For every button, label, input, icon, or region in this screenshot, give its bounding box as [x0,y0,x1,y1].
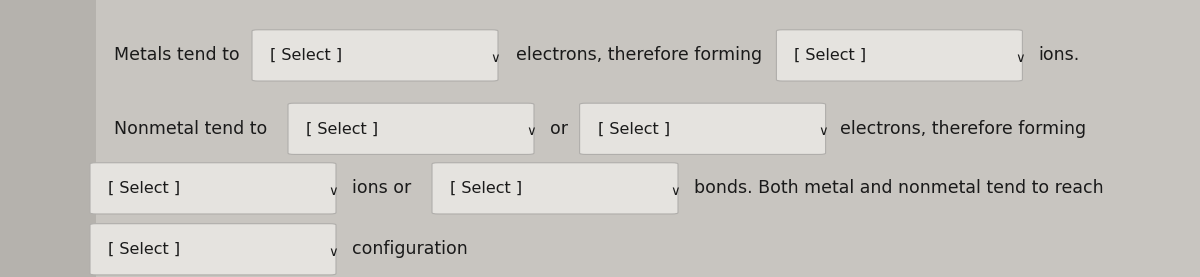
FancyBboxPatch shape [432,163,678,214]
Text: [ Select ]: [ Select ] [450,181,522,196]
Text: Nonmetal tend to: Nonmetal tend to [114,120,268,138]
FancyBboxPatch shape [580,103,826,154]
Text: configuration: configuration [352,240,467,258]
Text: [ Select ]: [ Select ] [794,48,866,63]
FancyBboxPatch shape [90,224,336,275]
Text: [ Select ]: [ Select ] [270,48,342,63]
Text: ∨: ∨ [671,185,680,198]
Text: Metals tend to: Metals tend to [114,47,240,64]
Text: ∨: ∨ [491,52,500,65]
Text: [ Select ]: [ Select ] [598,121,670,136]
FancyBboxPatch shape [288,103,534,154]
Text: electrons, therefore forming: electrons, therefore forming [516,47,762,64]
Text: electrons, therefore forming: electrons, therefore forming [840,120,1086,138]
FancyBboxPatch shape [90,163,336,214]
Text: or: or [550,120,568,138]
Text: ∨: ∨ [329,246,338,258]
Text: [ Select ]: [ Select ] [306,121,378,136]
Text: bonds. Both metal and nonmetal tend to reach: bonds. Both metal and nonmetal tend to r… [694,179,1103,197]
Text: ∨: ∨ [329,185,338,198]
FancyBboxPatch shape [776,30,1022,81]
Text: ∨: ∨ [527,125,536,138]
Text: ions.: ions. [1038,47,1079,64]
Text: ∨: ∨ [1015,52,1025,65]
Text: [ Select ]: [ Select ] [108,181,180,196]
Text: ∨: ∨ [818,125,828,138]
FancyBboxPatch shape [0,0,96,277]
FancyBboxPatch shape [252,30,498,81]
Text: ions or: ions or [352,179,410,197]
Text: [ Select ]: [ Select ] [108,242,180,257]
